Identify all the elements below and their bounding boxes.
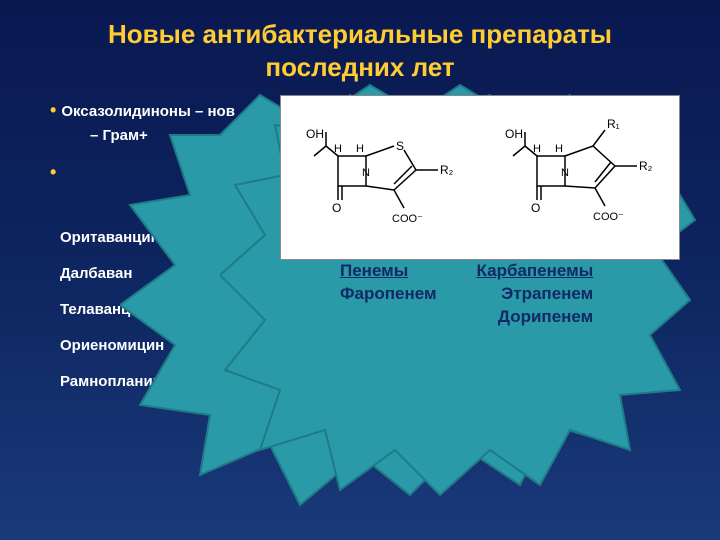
svg-text:H: H: [555, 143, 563, 155]
carbapenems-item-2: Дорипенем: [477, 306, 594, 329]
carbapenems-col: Карбапенемы Этрапенем Дорипенем: [477, 260, 594, 329]
svg-text:S: S: [396, 139, 404, 153]
svg-text:H: H: [334, 143, 342, 155]
carbapenems-item-1: Этрапенем: [477, 283, 594, 306]
penems-item: Фаропенем: [340, 283, 437, 306]
penem-structure-icon: OH H H O N S R₂ COO⁻: [296, 108, 466, 248]
slide-title: Новые антибактериальные препараты послед…: [0, 0, 720, 83]
svg-text:N: N: [561, 167, 569, 179]
svg-text:O: O: [531, 201, 540, 215]
svg-text:R₂: R₂: [639, 159, 653, 173]
penems-col: Пенемы Фаропенем: [340, 260, 437, 329]
svg-text:O: O: [332, 201, 341, 215]
svg-text:OH: OH: [306, 127, 324, 141]
svg-text:R₁: R₁: [607, 117, 620, 131]
carbapenems-header: Карбапенемы: [477, 260, 594, 283]
svg-text:COO⁻: COO⁻: [593, 211, 624, 223]
svg-text:R₂: R₂: [440, 163, 454, 177]
svg-text:COO⁻: COO⁻: [392, 213, 423, 225]
structure-labels: Пенемы Фаропенем Карбапенемы Этрапенем Д…: [340, 260, 593, 329]
svg-text:H: H: [533, 143, 541, 155]
svg-text:N: N: [362, 167, 370, 179]
chemistry-panel: OH H H O N S R₂ COO⁻ OH: [280, 95, 680, 260]
penems-header: Пенемы: [340, 260, 437, 283]
carbapenem-structure-icon: OH H H O N R₁ R₂ COO⁻: [495, 108, 665, 248]
svg-text:H: H: [356, 143, 364, 155]
svg-text:OH: OH: [505, 127, 523, 141]
